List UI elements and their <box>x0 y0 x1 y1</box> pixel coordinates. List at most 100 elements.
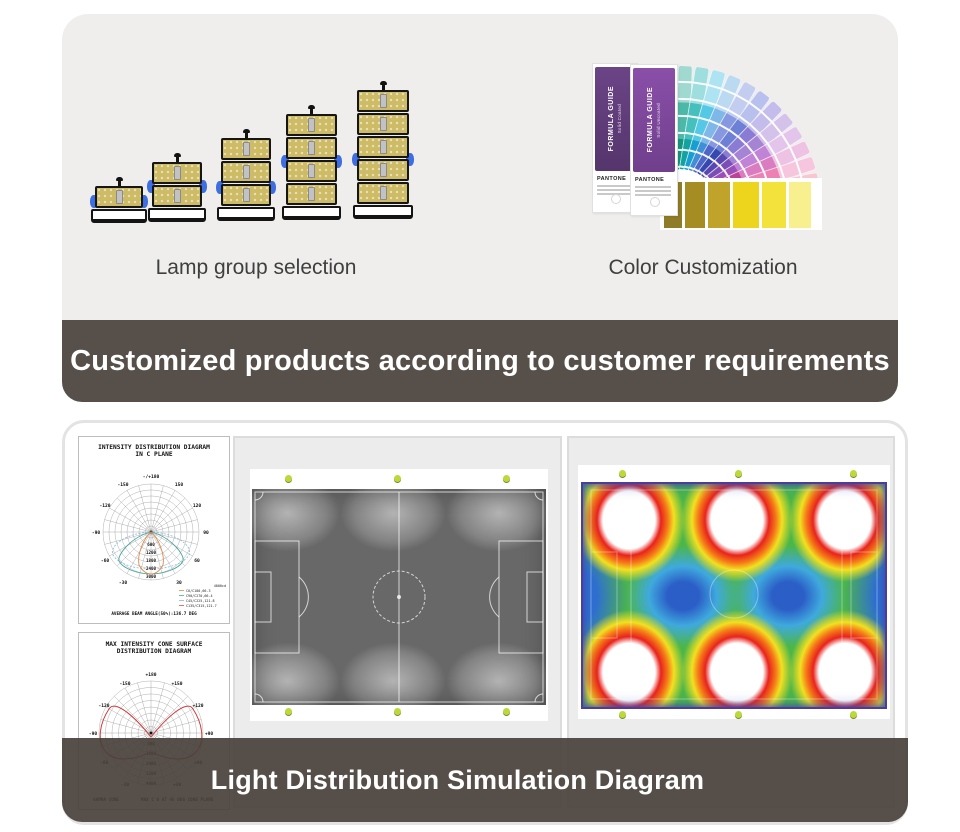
lamp-group-caption: Lamp group selection <box>155 256 357 279</box>
luminaire-marker <box>735 711 742 718</box>
mounting-bracket <box>91 209 147 223</box>
led-module <box>221 184 271 206</box>
luminaire-marker <box>619 470 626 477</box>
deck-rivet <box>650 197 660 207</box>
polar-center-dot <box>149 731 153 735</box>
diagram-caption: AVERAGE BEAM ANGLE(50%):136.7 DEG <box>111 611 197 617</box>
legend-line: C90/C270,66.4 <box>186 594 213 598</box>
led-module <box>152 162 202 184</box>
led-module <box>286 183 337 205</box>
pitch-illumination-render <box>252 489 546 705</box>
angle-label: -150 <box>117 482 128 488</box>
sensor-cap <box>115 177 123 181</box>
angle-label: +180 <box>145 672 156 678</box>
luminaire-marker <box>394 708 401 715</box>
led-module <box>357 136 409 158</box>
polar-grid <box>102 483 200 581</box>
angle-label: +90 <box>205 731 214 737</box>
luminaire-marker <box>285 475 292 482</box>
deck-rivet <box>611 194 621 204</box>
sensor-cap <box>173 153 181 157</box>
deck-cover-panel: FORMULA GUIDE Solid Coated <box>595 67 635 171</box>
deck-subtitle: Solid Coated <box>617 104 622 134</box>
angle-label: -120 <box>98 703 109 709</box>
luminaire-marker <box>619 711 626 718</box>
angle-label: -120 <box>99 503 110 509</box>
radial-value: 1200 <box>146 550 157 555</box>
led-module <box>286 114 337 136</box>
angle-label: +120 <box>192 703 203 709</box>
diagram-title: MAX INTENSITY CONE SURFACE <box>106 641 203 648</box>
luminaire-marker <box>850 711 857 718</box>
deck-cover-panel: FORMULA GUIDE Solid Uncoated <box>633 68 675 172</box>
pantone-deck-uncoated: FORMULA GUIDE Solid Uncoated PANTONE <box>630 64 678 216</box>
floodlight-1-module <box>90 177 148 223</box>
brand-label: PANTONE <box>635 177 665 183</box>
angle-label: +150 <box>171 681 182 687</box>
led-module <box>357 113 409 135</box>
led-module <box>357 159 409 181</box>
simulation-sheet <box>250 469 548 721</box>
heatmap-pitch-lines <box>590 489 878 700</box>
led-module <box>221 161 271 183</box>
sensor-stem <box>244 133 248 138</box>
angle-label: -150 <box>119 681 130 687</box>
radial-value: 2400 <box>146 566 157 571</box>
legend-line: C0/C180,66.3 <box>186 589 211 593</box>
mounting-bracket <box>148 208 206 222</box>
sensor-stem <box>175 157 179 162</box>
brand-label: PANTONE <box>597 176 627 182</box>
color-swatch <box>789 182 811 228</box>
floodlight-4-module <box>281 105 342 220</box>
radial-value: 600 <box>147 542 155 547</box>
legend-line: C45/C225,121.8 <box>186 599 215 603</box>
pitch-lines <box>254 491 544 703</box>
sensor-stem <box>381 85 385 90</box>
simulation-banner: Light Distribution Simulation Diagram <box>62 738 908 822</box>
color-swatch <box>685 182 705 228</box>
intensity-distribution-diagram: INTENSITY DISTRIBUTION DIAGRAM IN C PLAN… <box>78 436 230 624</box>
angle-label: -90 <box>92 530 101 536</box>
angle-label: -60 <box>101 558 110 564</box>
led-module <box>95 186 143 208</box>
radial-value: 3000 <box>146 574 157 579</box>
angle-label: 30 <box>176 580 182 586</box>
yellow-swatch-row <box>664 182 811 228</box>
luminaire-marker <box>503 708 510 715</box>
diagram-subtitle: IN C PLANE <box>135 451 173 458</box>
color-customization-caption: Color Customization <box>608 256 798 279</box>
luminaire-marker <box>735 470 742 477</box>
led-module <box>357 90 409 112</box>
curve-c0 <box>138 531 164 575</box>
angle-label: 120 <box>193 503 202 509</box>
luminaire-marker <box>503 475 510 482</box>
polar-chart-c-plane: INTENSITY DISTRIBUTION DIAGRAM IN C PLAN… <box>92 444 226 617</box>
sensor-cap <box>379 81 387 85</box>
color-swatch <box>762 182 786 228</box>
illuminance-heatmap <box>581 482 887 709</box>
deck-title: FORMULA GUIDE <box>608 86 615 152</box>
luminaire-marker <box>850 470 857 477</box>
led-module <box>221 138 271 160</box>
mounting-bracket <box>217 207 275 221</box>
customized-banner-text: Customized products according to custome… <box>70 344 890 377</box>
angle-label: 90 <box>203 530 209 536</box>
deck-subtitle: Solid Uncoated <box>656 102 661 138</box>
curve-c45 <box>112 531 190 570</box>
simulation-sheet <box>578 465 890 719</box>
color-swatch <box>708 182 730 228</box>
sensor-cap <box>308 105 315 109</box>
diagram-subtitle: DISTRIBUTION DIAGRAM <box>117 648 192 655</box>
floodlight-2-module <box>147 153 207 222</box>
legend-line: C135/C315,121.7 <box>186 604 217 608</box>
fine-print-lines <box>635 186 671 198</box>
legend-line: 4000cd <box>214 584 226 588</box>
angle-label: 60 <box>194 558 200 564</box>
led-module <box>152 185 202 207</box>
floodlight-5-module <box>352 81 414 219</box>
angle-label: -90 <box>89 731 98 737</box>
angle-label: -/+180 <box>143 474 160 480</box>
led-module <box>357 182 409 204</box>
angle-label: -30 <box>119 580 128 586</box>
